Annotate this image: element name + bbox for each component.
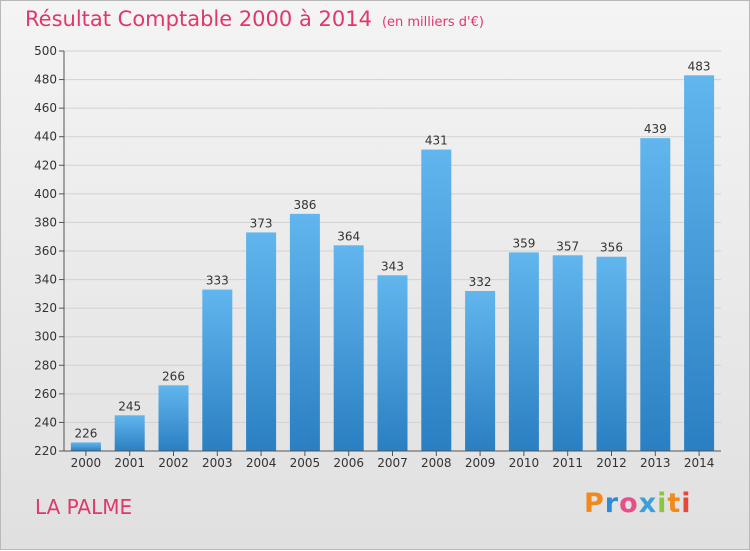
y-tick-label: 280	[34, 358, 57, 372]
y-tick-label: 340	[34, 273, 57, 287]
chart-subtitle: (en milliers d'€)	[381, 15, 484, 30]
logo-letter: o	[619, 488, 639, 519]
bar-value-label: 332	[469, 275, 492, 289]
bar	[70, 442, 101, 451]
x-tick-label: 2011	[552, 456, 583, 470]
bar	[158, 385, 189, 451]
logo-letter: t	[667, 488, 682, 519]
bar-value-label: 386	[293, 198, 316, 212]
x-tick-label: 2013	[640, 456, 671, 470]
y-tick-label: 300	[34, 330, 57, 344]
bar-value-label: 245	[118, 399, 141, 413]
bar-value-label: 431	[425, 134, 448, 148]
y-tick-label: 320	[34, 301, 57, 315]
x-tick-label: 2003	[202, 456, 233, 470]
bar	[377, 275, 408, 451]
axes	[59, 50, 721, 456]
x-tick-label: 2009	[465, 456, 496, 470]
bar-value-label: 364	[337, 229, 360, 243]
x-tick-label: 2010	[509, 456, 540, 470]
x-tick-label: 2012	[596, 456, 627, 470]
logo-letter: i	[657, 488, 668, 519]
bar	[508, 252, 539, 451]
chart-title: Résultat Comptable 2000 à 2014 (en millie…	[25, 7, 484, 31]
bar-value-label: 266	[162, 369, 185, 383]
title-text: Résultat Comptable 2000 à 2014	[25, 7, 372, 31]
bar	[552, 255, 583, 451]
bar-value-label: 333	[206, 274, 229, 288]
bar	[684, 75, 715, 452]
x-tick-label: 2004	[246, 456, 277, 470]
proxiti-logo: Proxiti	[584, 488, 692, 519]
bar-value-label: 226	[74, 426, 97, 440]
bar-value-label: 359	[512, 236, 535, 250]
bar	[596, 256, 627, 451]
x-tick-label: 2014	[684, 456, 715, 470]
place-name: LA PALME	[35, 495, 133, 519]
logo-letter: x	[638, 488, 658, 519]
bar-value-label: 373	[250, 216, 273, 230]
bar-value-label: 343	[381, 259, 404, 273]
bar-value-label: 439	[644, 122, 667, 136]
bar	[640, 138, 671, 451]
bar	[202, 289, 233, 451]
bar-value-label: 357	[556, 239, 579, 253]
bar-value-label: 483	[688, 59, 711, 73]
bar	[289, 213, 320, 451]
bar	[114, 415, 145, 451]
x-tick-label: 2006	[333, 456, 364, 470]
bar-value-label: 356	[600, 241, 623, 255]
x-tick-label: 2001	[114, 456, 145, 470]
x-tick-label: 2002	[158, 456, 189, 470]
y-tick-label: 500	[34, 44, 57, 58]
y-tick-label: 440	[34, 130, 57, 144]
y-tick-label: 480	[34, 73, 57, 87]
x-tick-label: 2000	[71, 456, 102, 470]
bar	[421, 149, 452, 452]
labels: 220 240 260 280 300 320 340 360 380 400 420 440 460 4…	[34, 44, 714, 470]
logo-letter: P	[584, 488, 605, 519]
bar	[333, 245, 364, 451]
x-tick-label: 2005	[290, 456, 321, 470]
y-tick-label: 240	[34, 415, 57, 429]
y-tick-label: 420	[34, 158, 57, 172]
logo-letter: r	[604, 488, 620, 519]
logo-letter: i	[681, 488, 692, 519]
bars	[70, 75, 715, 452]
y-tick-label: 460	[34, 101, 57, 115]
x-tick-label: 2008	[421, 456, 452, 470]
y-tick-label: 400	[34, 187, 57, 201]
bar	[465, 291, 496, 451]
y-tick-label: 260	[34, 387, 57, 401]
y-tick-label: 220	[34, 444, 57, 458]
bar	[246, 232, 277, 451]
y-tick-label: 360	[34, 244, 57, 258]
x-tick-label: 2007	[377, 456, 408, 470]
y-tick-label: 380	[34, 215, 57, 229]
